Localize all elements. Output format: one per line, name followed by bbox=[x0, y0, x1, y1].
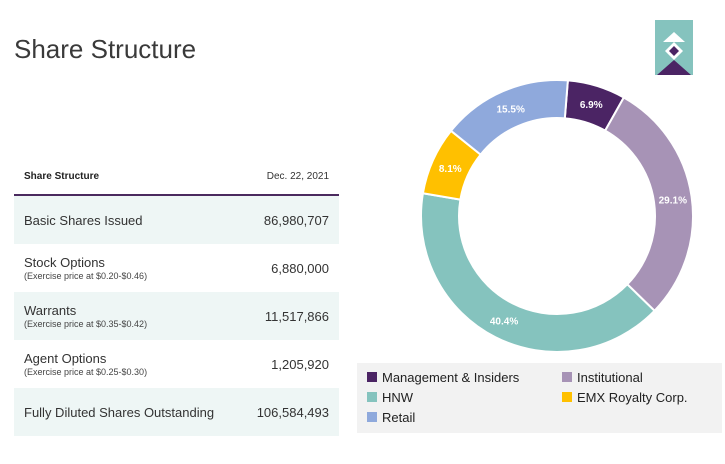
share-structure-table: Share Structure Dec. 22, 2021 Basic Shar… bbox=[14, 158, 339, 436]
legend-label: Retail bbox=[382, 409, 416, 425]
table-row: Stock Options (Exercise price at $0.20-$… bbox=[14, 244, 339, 292]
legend-swatch bbox=[367, 412, 377, 422]
legend-label: Management & Insiders bbox=[382, 369, 520, 385]
table-row: Warrants (Exercise price at $0.35-$0.42)… bbox=[14, 292, 339, 340]
legend-item: Management & Insiders bbox=[367, 370, 562, 385]
row-value: 6,880,000 bbox=[271, 260, 329, 276]
legend-label: HNW bbox=[382, 389, 414, 405]
legend-swatch bbox=[367, 392, 377, 402]
chart-legend: Management & Insiders Institutional HNW … bbox=[357, 363, 722, 433]
row-value: 106,584,493 bbox=[256, 404, 329, 420]
page-title: Share Structure bbox=[14, 34, 197, 64]
legend-label: EMX Royalty Corp. bbox=[577, 389, 688, 405]
row-label: Fully Diluted Shares Outstanding bbox=[24, 404, 215, 420]
legend-item: Institutional bbox=[562, 370, 643, 385]
row-sublabel: (Exercise price at $0.25-$0.30) bbox=[24, 367, 148, 377]
row-label: Warrants bbox=[24, 303, 77, 318]
row-label: Agent Options bbox=[24, 351, 107, 366]
slice-label: 6.9% bbox=[580, 100, 603, 111]
slice-label: 29.1% bbox=[659, 195, 687, 206]
row-value: 86,980,707 bbox=[263, 212, 329, 228]
table-row: Agent Options (Exercise price at $0.25-$… bbox=[14, 340, 339, 388]
donut-chart: 6.9% 29.1% 40.4% 8.1% 15.5% bbox=[405, 76, 710, 366]
row-label: Basic Shares Issued bbox=[24, 212, 143, 228]
legend-swatch bbox=[562, 372, 572, 382]
table-row: Fully Diluted Shares Outstanding 106,584… bbox=[14, 388, 339, 436]
donut-slice bbox=[449, 79, 569, 157]
table-header-date: Dec. 22, 2021 bbox=[266, 170, 329, 182]
legend-item: HNW bbox=[367, 390, 562, 405]
row-sublabel: (Exercise price at $0.35-$0.42) bbox=[24, 319, 148, 329]
company-logo bbox=[655, 20, 693, 75]
legend-swatch bbox=[562, 392, 572, 402]
donut-chart-svg: 6.9% 29.1% 40.4% 8.1% 15.5% bbox=[420, 79, 694, 353]
legend-item: EMX Royalty Corp. bbox=[562, 390, 688, 405]
table-row: Basic Shares Issued 86,980,707 bbox=[14, 196, 339, 244]
legend-swatch bbox=[367, 372, 377, 382]
legend-item: Retail bbox=[367, 410, 562, 425]
table-header: Share Structure Dec. 22, 2021 bbox=[14, 158, 339, 196]
donut-slice bbox=[420, 192, 656, 353]
row-label: Stock Options bbox=[24, 255, 105, 270]
slice-label: 40.4% bbox=[490, 316, 518, 327]
table-header-label: Share Structure bbox=[24, 170, 100, 182]
slice-label: 8.1% bbox=[439, 164, 462, 175]
row-value: 1,205,920 bbox=[271, 356, 329, 372]
row-value: 11,517,866 bbox=[264, 308, 329, 324]
row-sublabel: (Exercise price at $0.20-$0.46) bbox=[24, 271, 148, 281]
legend-label: Institutional bbox=[577, 369, 643, 385]
slice-label: 15.5% bbox=[497, 105, 525, 116]
